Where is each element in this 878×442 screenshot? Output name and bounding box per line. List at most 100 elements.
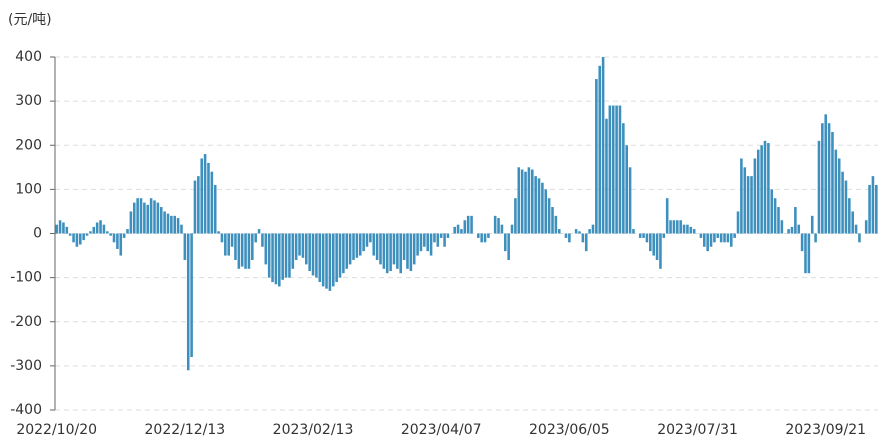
bar	[436, 233, 440, 247]
y-tick-label: -100	[10, 270, 42, 286]
bar	[170, 215, 173, 234]
bar	[254, 233, 257, 243]
bar	[237, 233, 241, 269]
bar	[62, 222, 65, 234]
bar	[875, 184, 878, 234]
bar	[524, 171, 527, 234]
bar	[713, 233, 716, 243]
bar	[743, 167, 747, 234]
bar	[493, 215, 497, 234]
bar	[338, 233, 342, 278]
bar	[190, 233, 193, 358]
bar	[261, 233, 264, 247]
y-tick-label: 0	[33, 226, 42, 242]
bar	[655, 233, 659, 260]
bar	[372, 233, 376, 256]
bar	[126, 229, 129, 234]
bar	[423, 233, 426, 247]
bar	[429, 233, 433, 256]
bar	[591, 224, 595, 234]
bar	[382, 233, 386, 269]
y-tick-label: 400	[15, 49, 42, 65]
bar	[699, 233, 703, 238]
bar	[466, 215, 470, 234]
bar	[794, 207, 797, 234]
bar	[638, 233, 642, 238]
bar	[99, 220, 102, 234]
y-tick-label: -300	[10, 358, 42, 374]
bar	[672, 220, 676, 234]
bar	[58, 220, 62, 234]
bar	[770, 189, 774, 234]
bar	[453, 226, 456, 234]
bar	[507, 233, 510, 260]
bar	[365, 233, 369, 247]
bar	[72, 233, 75, 243]
bar	[136, 198, 139, 234]
bar	[608, 105, 612, 234]
bar	[520, 169, 524, 234]
bar	[773, 198, 777, 234]
bar	[756, 149, 760, 234]
bar	[480, 233, 483, 243]
bar	[544, 189, 548, 234]
bar	[446, 233, 450, 238]
bar	[463, 220, 467, 234]
bar	[163, 211, 166, 234]
bar	[557, 229, 561, 234]
bar	[692, 229, 696, 234]
bar	[396, 233, 399, 269]
bar	[665, 198, 669, 234]
bar	[497, 218, 500, 234]
bar	[817, 140, 821, 234]
bar	[355, 233, 359, 258]
bar	[541, 182, 544, 234]
bar	[159, 207, 163, 234]
bar	[622, 123, 625, 234]
bar	[763, 140, 767, 234]
bar	[858, 233, 861, 243]
bar	[588, 229, 591, 234]
bar	[649, 233, 652, 252]
bar	[800, 233, 804, 252]
bar	[207, 162, 210, 234]
bar	[139, 198, 143, 234]
y-tick-label: 100	[15, 181, 42, 197]
bar	[217, 231, 220, 234]
bar	[183, 233, 187, 260]
bar	[632, 229, 635, 234]
bar	[723, 233, 726, 243]
bar	[827, 123, 831, 234]
bar	[109, 233, 112, 236]
bar	[821, 123, 824, 234]
bar	[871, 176, 875, 234]
bar	[831, 132, 834, 234]
bar	[193, 180, 197, 234]
bar	[605, 118, 608, 234]
bar	[143, 202, 146, 234]
bar	[611, 105, 615, 234]
bar	[375, 233, 379, 260]
bar	[352, 233, 355, 260]
bar	[119, 233, 123, 256]
bar	[335, 233, 338, 283]
bar	[746, 176, 750, 234]
bar	[112, 233, 116, 243]
bar	[281, 233, 284, 280]
bar	[652, 233, 655, 256]
bar	[814, 233, 817, 243]
bar	[618, 105, 622, 234]
bar	[456, 224, 460, 234]
x-tick-label: 2023/02/13	[273, 422, 354, 438]
bar	[547, 198, 551, 234]
bar	[288, 233, 291, 278]
bar	[706, 233, 709, 252]
bar	[787, 229, 790, 234]
bar	[166, 213, 170, 234]
bar	[645, 233, 649, 243]
bar	[736, 211, 740, 234]
bar	[389, 233, 392, 272]
bar	[689, 226, 693, 234]
bar	[278, 233, 281, 287]
